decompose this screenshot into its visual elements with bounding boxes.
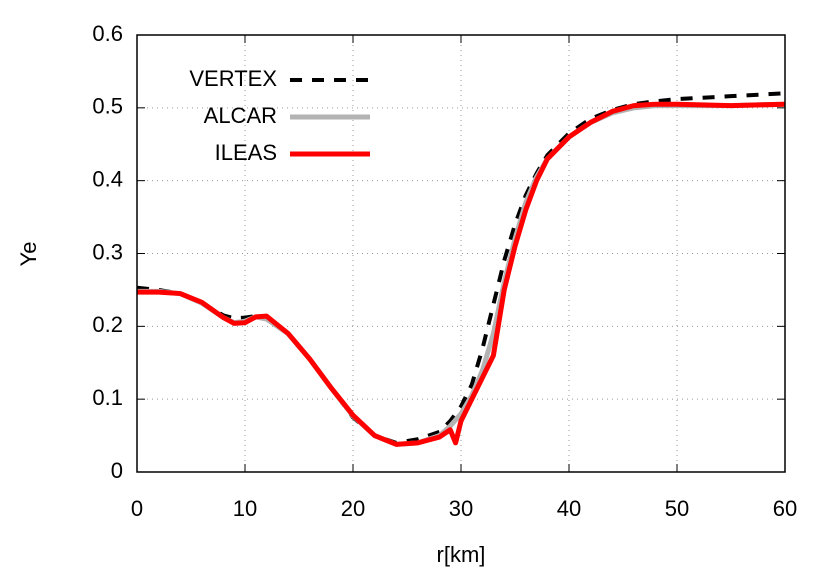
y-tick-label: 0 [111, 458, 123, 483]
y-tick-label: 0.3 [92, 239, 123, 264]
x-tick-label: 0 [131, 496, 143, 521]
x-axis-label: r[km] [437, 542, 486, 567]
legend-label: ALCAR [204, 103, 277, 128]
x-tick-label: 30 [449, 496, 473, 521]
legend-label: VERTEX [189, 66, 277, 91]
y-tick-label: 0.5 [92, 94, 123, 119]
x-tick-label: 10 [233, 496, 257, 521]
y-tick-label: 0.2 [92, 312, 123, 337]
x-tick-label: 60 [773, 496, 797, 521]
y-tick-label: 0.1 [92, 385, 123, 410]
x-tick-label: 40 [557, 496, 581, 521]
y-tick-label: 0.6 [92, 21, 123, 46]
y-axis-label: Ye [16, 242, 41, 267]
x-tick-label: 50 [665, 496, 689, 521]
legend-label: ILEAS [215, 140, 277, 165]
plot-frame [136, 34, 786, 473]
y-tick-label: 0.4 [92, 166, 123, 191]
line-series [136, 91, 786, 445]
line-series [137, 101, 786, 447]
x-tick-label: 20 [341, 496, 365, 521]
